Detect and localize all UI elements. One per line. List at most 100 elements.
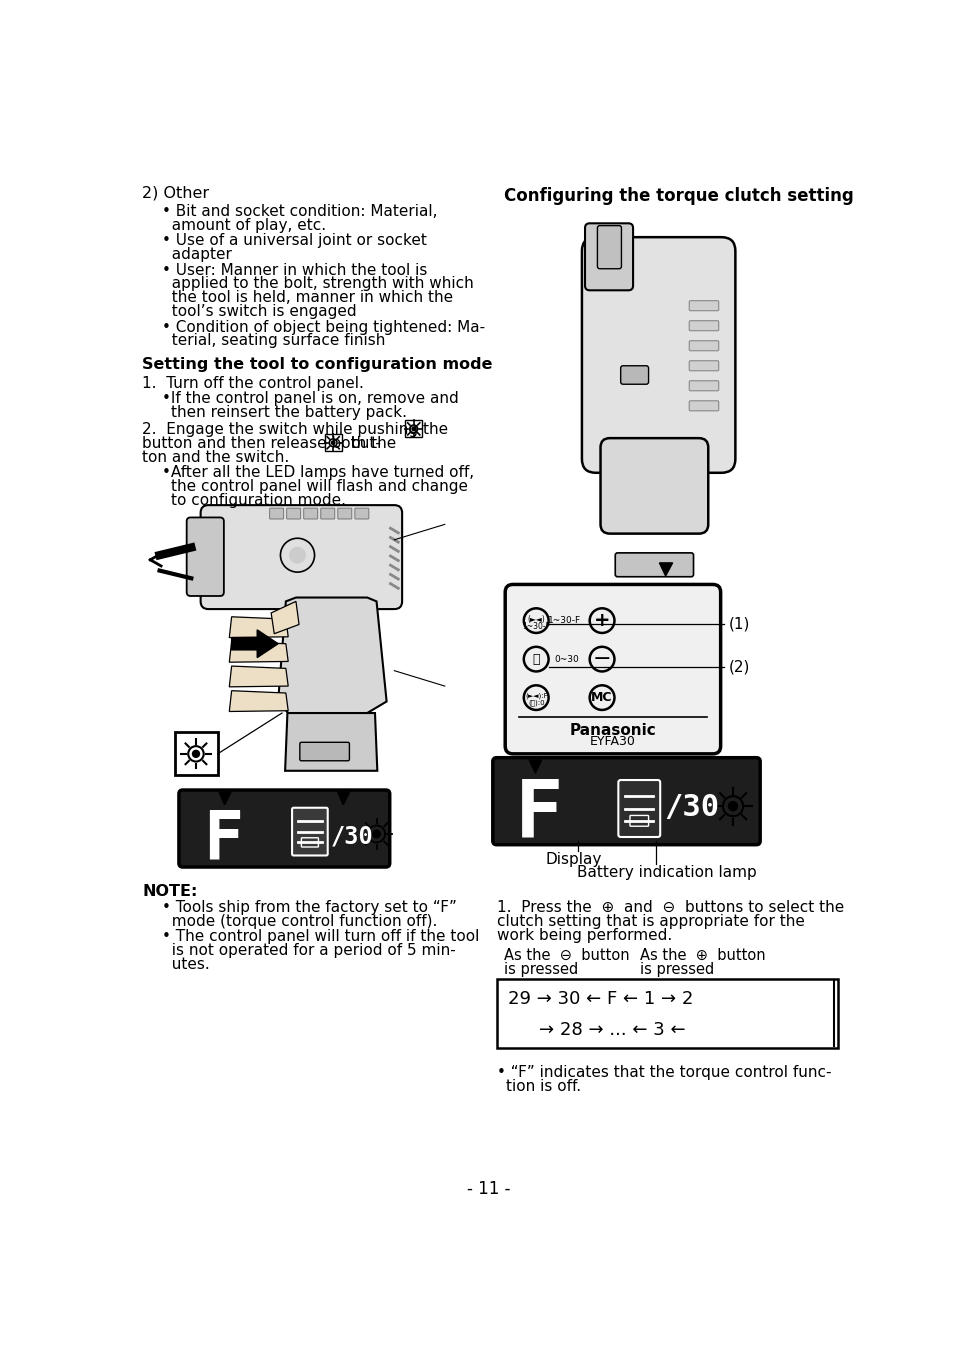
Text: (1): (1)	[728, 617, 749, 632]
FancyBboxPatch shape	[615, 552, 693, 577]
Text: (⌛):0: (⌛):0	[527, 700, 544, 707]
FancyBboxPatch shape	[688, 321, 718, 330]
Text: 2) Other: 2) Other	[142, 185, 210, 200]
Text: MC: MC	[591, 691, 612, 704]
Text: amount of play, etc.: amount of play, etc.	[162, 218, 326, 233]
Polygon shape	[229, 617, 288, 638]
FancyBboxPatch shape	[597, 226, 620, 268]
Circle shape	[290, 547, 305, 563]
FancyBboxPatch shape	[301, 838, 318, 848]
FancyBboxPatch shape	[337, 508, 352, 519]
Text: 0~30: 0~30	[555, 654, 579, 663]
Text: ⌛: ⌛	[532, 653, 539, 666]
FancyBboxPatch shape	[299, 742, 349, 761]
FancyBboxPatch shape	[405, 421, 422, 437]
Polygon shape	[271, 601, 298, 634]
Polygon shape	[229, 642, 288, 662]
Text: • The control panel will turn off if the tool: • The control panel will turn off if the…	[162, 929, 478, 944]
Text: −: −	[592, 649, 611, 669]
Text: button and then release both the: button and then release both the	[142, 436, 396, 451]
Text: Battery indication lamp: Battery indication lamp	[577, 865, 757, 880]
Text: mode (torque control function off).: mode (torque control function off).	[162, 914, 436, 929]
FancyBboxPatch shape	[688, 380, 718, 391]
Polygon shape	[337, 792, 349, 804]
Circle shape	[193, 750, 199, 757]
Text: •If the control panel is on, remove and: •If the control panel is on, remove and	[162, 391, 458, 406]
FancyBboxPatch shape	[174, 733, 217, 774]
Text: • Condition of object being tightened: Ma-: • Condition of object being tightened: M…	[162, 320, 484, 334]
Text: •After all the LED lamps have turned off,: •After all the LED lamps have turned off…	[162, 464, 474, 481]
Text: • Use of a universal joint or socket: • Use of a universal joint or socket	[162, 233, 426, 248]
FancyBboxPatch shape	[320, 508, 335, 519]
Polygon shape	[659, 563, 672, 575]
FancyBboxPatch shape	[599, 439, 707, 533]
FancyBboxPatch shape	[324, 435, 341, 451]
Circle shape	[373, 830, 380, 838]
Text: 1~30-F: 1~30-F	[521, 623, 550, 631]
Text: tion is off.: tion is off.	[505, 1079, 580, 1094]
FancyBboxPatch shape	[581, 237, 735, 473]
Text: → 28 → ... ← 3 ←: → 28 → ... ← 3 ←	[538, 1021, 685, 1039]
Text: is pressed: is pressed	[504, 961, 578, 976]
Text: applied to the bolt, strength with which: applied to the bolt, strength with which	[162, 276, 473, 291]
Text: (2): (2)	[728, 659, 749, 674]
Text: /30: /30	[330, 825, 373, 848]
FancyBboxPatch shape	[200, 505, 402, 609]
Text: Display: Display	[545, 853, 601, 868]
Text: Panasonic: Panasonic	[569, 723, 656, 738]
Text: EYFA30: EYFA30	[589, 735, 636, 749]
Polygon shape	[285, 714, 377, 770]
Text: but-: but-	[350, 436, 380, 451]
Text: /30: /30	[663, 793, 719, 822]
Text: - 11 -: - 11 -	[467, 1181, 510, 1198]
FancyBboxPatch shape	[355, 508, 369, 519]
Polygon shape	[229, 691, 288, 711]
Text: As the  ⊕  button: As the ⊕ button	[639, 948, 765, 963]
Text: 2.  Engage the switch while pushing the: 2. Engage the switch while pushing the	[142, 422, 448, 437]
Text: (►◄):F: (►◄):F	[524, 692, 547, 699]
FancyBboxPatch shape	[688, 341, 718, 351]
Text: 1.  Press the  ⊕  and  ⊖  buttons to select the: 1. Press the ⊕ and ⊖ buttons to select t…	[497, 900, 843, 915]
FancyBboxPatch shape	[620, 366, 648, 385]
Text: work being performed.: work being performed.	[497, 927, 671, 942]
FancyBboxPatch shape	[584, 223, 633, 290]
Text: 1.  Turn off the control panel.: 1. Turn off the control panel.	[142, 376, 364, 391]
Text: is pressed: is pressed	[639, 961, 714, 976]
Polygon shape	[232, 630, 278, 658]
FancyBboxPatch shape	[187, 517, 224, 596]
Circle shape	[412, 427, 416, 431]
FancyBboxPatch shape	[493, 758, 760, 845]
Text: terial, seating surface finish: terial, seating surface finish	[162, 333, 385, 348]
Text: • Tools ship from the factory set to “F”: • Tools ship from the factory set to “F”	[162, 900, 456, 915]
FancyBboxPatch shape	[286, 508, 300, 519]
FancyBboxPatch shape	[270, 508, 283, 519]
Text: 1~30-F: 1~30-F	[548, 616, 580, 626]
Polygon shape	[229, 666, 288, 686]
Polygon shape	[278, 597, 386, 714]
FancyBboxPatch shape	[505, 585, 720, 754]
Text: As the  ⊖  button: As the ⊖ button	[504, 948, 629, 963]
Text: the control panel will flash and change: the control panel will flash and change	[171, 479, 468, 494]
Text: NOTE:: NOTE:	[142, 884, 197, 899]
Text: 29 → 30 ← F ← 1 → 2: 29 → 30 ← F ← 1 → 2	[508, 990, 693, 1009]
Text: to configuration mode.: to configuration mode.	[171, 493, 346, 508]
Text: then reinsert the battery pack.: then reinsert the battery pack.	[171, 405, 407, 420]
Text: ton and the switch.: ton and the switch.	[142, 450, 290, 464]
FancyBboxPatch shape	[179, 789, 390, 867]
Text: adapter: adapter	[162, 248, 232, 263]
Polygon shape	[219, 792, 231, 804]
Circle shape	[728, 802, 737, 811]
FancyBboxPatch shape	[629, 815, 648, 826]
Text: the tool is held, manner in which the: the tool is held, manner in which the	[162, 290, 453, 305]
FancyBboxPatch shape	[497, 979, 837, 1048]
Circle shape	[331, 441, 335, 444]
Text: F: F	[515, 777, 563, 854]
FancyBboxPatch shape	[688, 401, 718, 410]
Text: • “F” indicates that the torque control func-: • “F” indicates that the torque control …	[497, 1064, 830, 1080]
Text: clutch setting that is appropriate for the: clutch setting that is appropriate for t…	[497, 914, 803, 929]
Polygon shape	[529, 760, 541, 773]
Text: utes.: utes.	[162, 957, 210, 972]
Text: Setting the tool to configuration mode: Setting the tool to configuration mode	[142, 356, 493, 371]
FancyBboxPatch shape	[688, 360, 718, 371]
Text: Configuring the torque clutch setting: Configuring the torque clutch setting	[504, 187, 853, 204]
